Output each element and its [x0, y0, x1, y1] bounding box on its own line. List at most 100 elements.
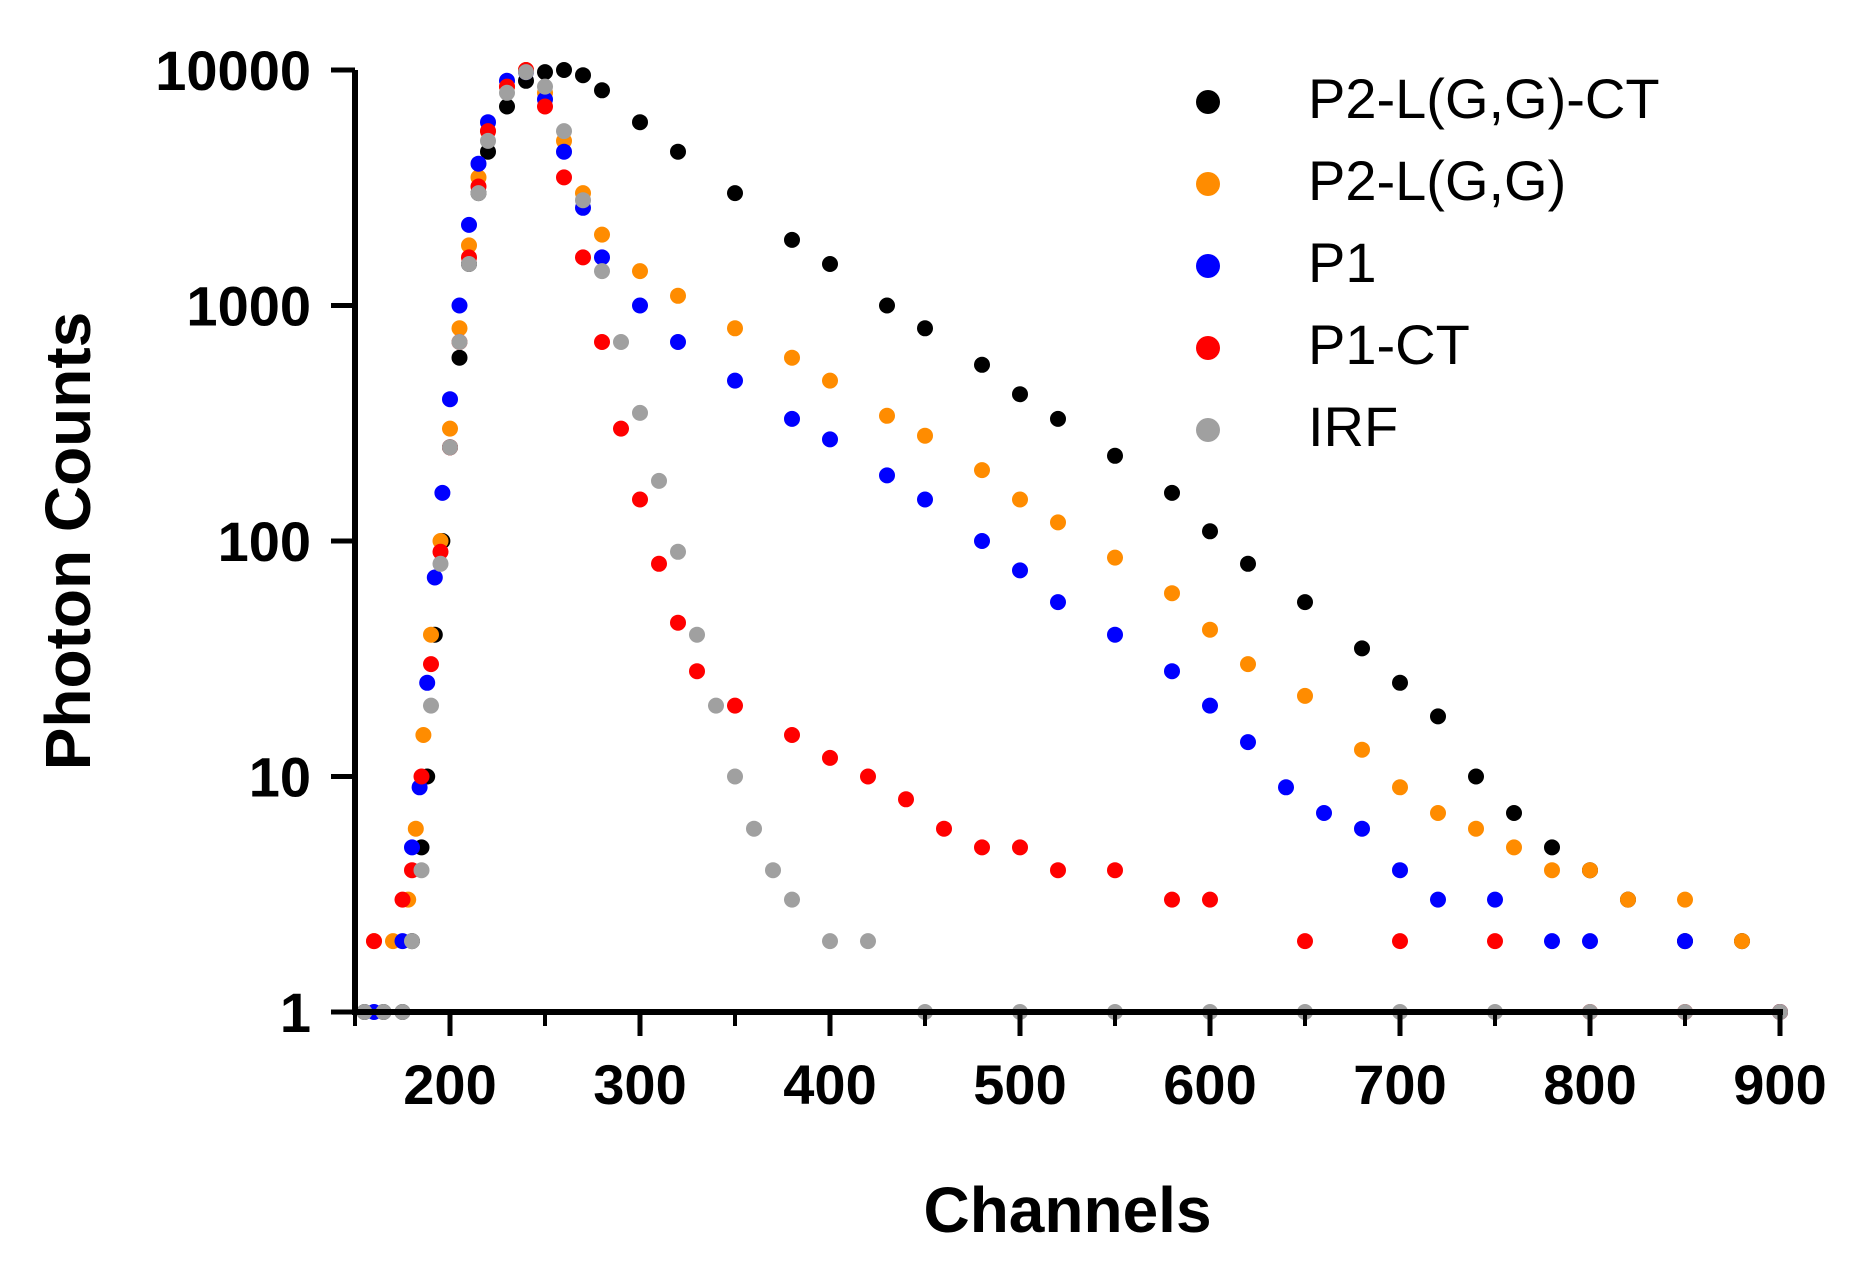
- x-tick-label: 500: [973, 1053, 1066, 1116]
- data-point: [822, 431, 838, 448]
- legend-item: IRF: [1196, 395, 1398, 458]
- data-point: [632, 263, 648, 280]
- data-point: [1392, 933, 1408, 950]
- y-tick-label: 10000: [155, 39, 311, 102]
- data-point: [917, 320, 933, 337]
- y-tick-label: 1000: [186, 275, 311, 338]
- data-point: [451, 297, 468, 314]
- data-point: [860, 933, 876, 950]
- data-point: [1354, 741, 1370, 758]
- data-point: [423, 656, 439, 673]
- data-point: [1012, 839, 1028, 856]
- data-point: [974, 356, 990, 373]
- data-point: [594, 82, 610, 99]
- data-point: [1544, 933, 1560, 950]
- data-point: [575, 192, 591, 209]
- data-point: [822, 256, 838, 272]
- data-point: [1164, 585, 1180, 602]
- data-point: [432, 543, 449, 560]
- data-point: [974, 462, 990, 479]
- data-point: [670, 614, 686, 631]
- data-point: [1430, 891, 1446, 908]
- data-point: [1202, 697, 1218, 714]
- data-point: [784, 410, 800, 427]
- data-point: [413, 862, 430, 879]
- data-point: [1050, 514, 1066, 531]
- series-0: [356, 62, 1788, 1020]
- y-tick-label: 10: [249, 746, 311, 809]
- data-point: [1734, 933, 1750, 950]
- data-point: [974, 533, 990, 549]
- data-point: [784, 727, 800, 743]
- data-point: [1202, 891, 1218, 908]
- data-point: [1354, 640, 1370, 657]
- data-point: [917, 491, 933, 508]
- x-tick-label: 200: [403, 1053, 496, 1116]
- series-2: [366, 64, 1788, 1020]
- x-tick-label: 400: [783, 1053, 876, 1116]
- legend-item: P2-L(G,G): [1196, 149, 1566, 212]
- data-point: [1107, 862, 1123, 879]
- data-point: [499, 84, 515, 101]
- data-point: [442, 420, 458, 437]
- legend-label: IRF: [1308, 395, 1398, 458]
- data-point: [537, 78, 553, 95]
- x-axis-title: Channels: [923, 1174, 1211, 1246]
- data-point: [898, 791, 914, 808]
- data-point: [765, 862, 781, 879]
- data-point: [594, 263, 610, 280]
- data-point: [518, 64, 534, 81]
- legend-item: P2-L(G,G)-CT: [1196, 67, 1660, 130]
- data-point: [917, 427, 933, 444]
- data-point: [1430, 805, 1446, 821]
- legend-item: P1: [1196, 231, 1377, 294]
- data-point: [419, 674, 436, 691]
- data-point: [1487, 933, 1503, 950]
- data-point: [1544, 862, 1560, 879]
- data-point: [366, 933, 382, 950]
- data-point: [413, 768, 430, 785]
- data-point: [1677, 891, 1693, 908]
- data-point: [651, 472, 667, 489]
- data-point: [1544, 839, 1560, 856]
- data-point: [404, 839, 420, 856]
- data-point: [575, 249, 591, 266]
- data-point: [1392, 674, 1408, 691]
- data-point: [727, 697, 743, 714]
- legend: P2-L(G,G)-CT P2-L(G,G) P1 P1-CT IRF: [1196, 67, 1660, 458]
- data-point: [461, 237, 477, 254]
- data-point: [1240, 555, 1256, 572]
- axes-layer: 200 300 400 500 600 700 800 900 1 10 100 1000 10000 C…: [32, 39, 1827, 1246]
- data-point: [822, 933, 838, 950]
- data-point: [651, 555, 667, 572]
- data-point: [1240, 734, 1256, 751]
- data-point: [1468, 768, 1484, 785]
- data-point: [499, 98, 515, 115]
- data-point: [1050, 862, 1066, 879]
- data-point: [575, 67, 591, 84]
- data-point: [974, 839, 990, 856]
- data-point: [613, 420, 629, 437]
- data-point: [1430, 708, 1446, 725]
- y-tick-label: 1: [280, 981, 311, 1044]
- data-point: [1582, 862, 1598, 879]
- data-point: [556, 62, 572, 78]
- legend-label: P1: [1308, 231, 1377, 294]
- data-point: [1012, 491, 1028, 508]
- data-point: [1202, 523, 1218, 540]
- data-point: [879, 297, 895, 314]
- data-point: [480, 132, 496, 149]
- data-point: [708, 697, 724, 714]
- data-point: [1297, 594, 1313, 611]
- data-point: [1392, 779, 1408, 796]
- data-point: [727, 768, 743, 785]
- data-point: [879, 407, 895, 424]
- points-layer: [356, 62, 1788, 1020]
- data-point: [556, 143, 572, 160]
- legend-marker: [1196, 254, 1220, 278]
- data-point: [822, 372, 838, 389]
- legend-label: P2-L(G,G)-CT: [1308, 67, 1660, 130]
- data-point: [1107, 626, 1123, 643]
- y-axis-title: Photon Counts: [32, 312, 104, 771]
- data-point: [556, 123, 572, 140]
